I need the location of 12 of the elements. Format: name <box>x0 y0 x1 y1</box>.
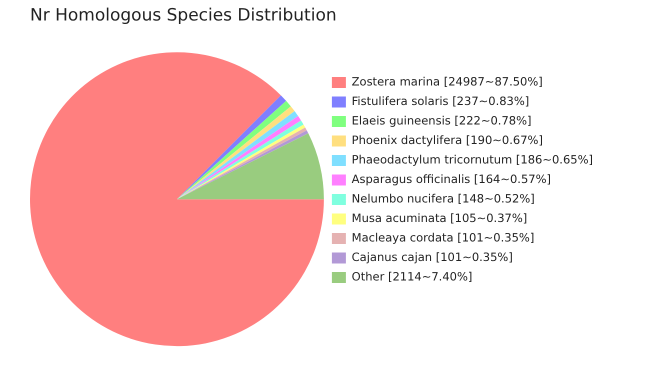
legend-label: Elaeis guineensis [222~0.78%] <box>352 113 532 128</box>
legend-label: Phaeodactylum tricornutum [186~0.65%] <box>352 152 594 166</box>
legend-label: Musa acuminata [105~0.37%] <box>352 210 528 225</box>
legend-label: Fistulifera solaris [237~0.83%] <box>352 94 530 108</box>
legend-label: Zostera marina [24987~87.50%] <box>352 74 543 88</box>
chart-title: Nr Homologous Species Distribution <box>30 6 337 26</box>
legend-label: Macleaya cordata [101~0.35%] <box>352 230 534 244</box>
legend-label: Other [2114~7.40%] <box>352 269 472 284</box>
legend-label: Phoenix dactylifera [190~0.67%] <box>352 132 543 147</box>
legend-label: Asparagus officinalis [164~0.57%] <box>352 172 552 186</box>
legend-label: Nelumbo nucifera [148~0.52%] <box>352 191 535 206</box>
legend-label: Cajanus cajan [101~0.35%] <box>352 250 513 264</box>
